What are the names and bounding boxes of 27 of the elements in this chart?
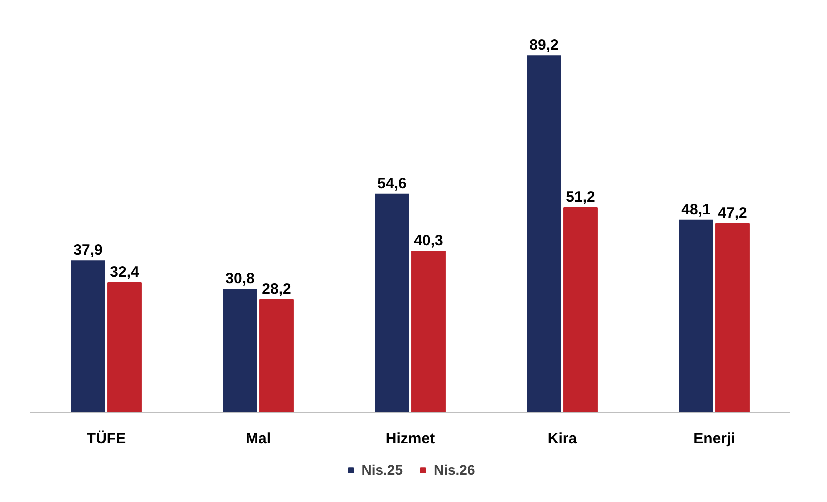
bar [716, 223, 750, 412]
bar [223, 288, 258, 412]
data-label: 30,8 [226, 270, 255, 288]
data-label: 47,2 [718, 204, 748, 222]
x-tick-label: Hizmet [386, 430, 436, 448]
data-label: 89,2 [530, 37, 559, 54]
legend-label: Nis.26 [434, 462, 476, 478]
x-tick-label: Kira [548, 430, 578, 448]
legend-label: Nis.25 [362, 462, 403, 478]
x-tick-label: TÜFE [86, 430, 126, 448]
data-label: 40,3 [414, 232, 444, 250]
bar [375, 194, 410, 412]
data-label: 51,2 [566, 188, 596, 206]
bar [527, 56, 562, 412]
x-tick-label: Enerji [694, 430, 736, 448]
data-label: 32,4 [110, 264, 140, 282]
bar [108, 282, 142, 412]
bar [679, 220, 714, 412]
data-label: 48,1 [682, 201, 711, 218]
data-label: 28,2 [262, 280, 292, 298]
bar [412, 250, 446, 412]
x-tick-label: Mal [246, 430, 272, 448]
bar [71, 260, 106, 412]
data-label: 54,6 [378, 175, 407, 192]
bar [564, 207, 598, 412]
data-label: 37,9 [74, 242, 103, 260]
bar [260, 299, 294, 412]
